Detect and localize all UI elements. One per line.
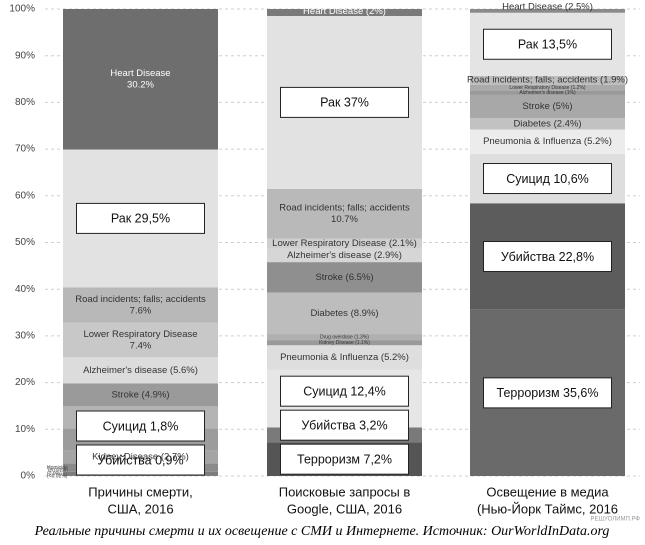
segment-label: Терроризм 35,6% <box>497 386 599 400</box>
label-box <box>280 375 409 407</box>
y-tick-label: 40% <box>15 284 35 295</box>
label-box <box>483 377 612 409</box>
x-tick-label: Причины смерти, <box>88 484 192 499</box>
segment-label: 7.4% <box>130 340 152 351</box>
side-label: Homicide <box>47 465 68 471</box>
segment-label: Alzheimer's disease (2.9%) <box>287 250 402 261</box>
segment-label: 7.6% <box>130 305 152 316</box>
label-box <box>280 409 409 441</box>
y-tick-label: 80% <box>15 97 35 108</box>
label-box <box>76 202 205 234</box>
label-box <box>483 241 612 273</box>
segment-label: Терроризм 7,2% <box>297 452 392 466</box>
label-box <box>280 86 409 118</box>
label-box <box>483 28 612 60</box>
bar-segment <box>63 322 218 358</box>
segment-label: Stroke (4.9%) <box>111 389 169 400</box>
bar-segment <box>267 340 422 346</box>
x-tick-label: (Нью-Йорк Таймс, 2016 <box>477 501 618 516</box>
y-tick-label: 100% <box>9 4 35 15</box>
segment-label: Road incidents; falls; accidents <box>75 294 206 305</box>
bar-segment <box>267 345 422 370</box>
y-tick-label: 90% <box>15 50 35 61</box>
segment-label: Убийства 22,8% <box>501 250 594 264</box>
segment-label: Pneumonia & Influenza (5.2%) <box>280 352 409 363</box>
bar-segment <box>63 357 218 384</box>
bar-segment <box>63 383 218 407</box>
segment-label: Heart Disease <box>110 68 170 79</box>
bar-segment <box>267 292 422 335</box>
bar-segment <box>267 334 422 341</box>
bar-segment <box>470 84 625 91</box>
bar-segment <box>470 90 625 95</box>
x-tick-label: Google, США, 2016 <box>287 501 402 516</box>
bar-segment <box>470 118 625 130</box>
y-tick-label: 60% <box>15 190 35 201</box>
y-tick-label: 50% <box>15 237 35 248</box>
bar-segment <box>470 94 625 119</box>
segment-label: Stroke (6.5%) <box>315 272 373 283</box>
segment-label: Diabetes (8.9%) <box>310 308 378 319</box>
segment-label: Рак 29,5% <box>111 212 170 226</box>
segment-label: 30.2% <box>127 79 154 90</box>
y-tick-label: 20% <box>15 377 35 388</box>
watermark: РЕШУОЛИМП.РФ <box>591 517 641 523</box>
segment-label: Stroke (5%) <box>522 101 572 112</box>
label-box <box>76 410 205 442</box>
label-box <box>483 163 612 195</box>
x-tick-label: Освещение в медиа <box>486 484 609 499</box>
bar-segment <box>470 9 625 13</box>
segment-label: Alzheimer's disease (1%) <box>519 90 576 96</box>
caption: Реальные причины смерти и их освещение с… <box>34 524 610 539</box>
bar-segment <box>63 9 218 150</box>
label-box <box>76 444 205 476</box>
y-tick-label: 30% <box>15 331 35 342</box>
segment-label: Убийства 0,9% <box>97 453 183 467</box>
segment-label: Kidney Disease (2.7%) <box>92 452 189 463</box>
segment-label: Суицид 12,4% <box>303 384 386 398</box>
segment-label: Road incidents; falls; accidents <box>279 203 410 214</box>
bar-segment <box>267 248 422 263</box>
segment-label: Lower Respiratory Disease (2.1%) <box>272 238 417 249</box>
segment-label: Heart Disease (2%) <box>303 6 386 17</box>
segment-label: Drug overdose (1.3%) <box>320 334 369 340</box>
label-box <box>280 443 409 475</box>
segment-label: Рак 37% <box>320 96 369 110</box>
bar-segment <box>470 75 625 85</box>
segment-label: Суицид 10,6% <box>506 172 589 186</box>
segment-label: Суицид 1,8% <box>103 419 179 433</box>
y-tick-label: 0% <box>21 471 36 482</box>
bar-segment <box>267 188 422 239</box>
side-label: (0.9%) <box>47 471 62 477</box>
segment-label: Рак 13,5% <box>518 38 577 52</box>
side-label: (<0.01%) <box>47 473 68 479</box>
bar-segment <box>267 9 422 17</box>
segment-label: Pneumonia & Influenza (5.2%) <box>483 136 612 147</box>
bar-segment <box>470 129 625 154</box>
y-tick-label: 70% <box>15 144 35 155</box>
segment-label: Lower Respiratory Disease <box>83 329 197 340</box>
x-tick-label: США, 2016 <box>107 501 173 516</box>
segment-label: Diabetes (2.4%) <box>513 118 581 129</box>
side-label: Terrorism <box>47 467 68 473</box>
segment-label: Road incidents; falls; accidents (1.9%) <box>467 75 628 86</box>
segment-label: Alzheimer's disease (5.6%) <box>83 365 198 376</box>
y-tick-label: 10% <box>15 424 35 435</box>
segment-label: Убийства 3,2% <box>301 418 387 432</box>
bar-segment <box>267 262 422 293</box>
segment-label: Heart Disease (2.5%) <box>502 1 593 12</box>
segment-label: Lower Respiratory Disease (1.2%) <box>509 85 585 91</box>
segment-label: Kidney Disease (1.1%) <box>319 340 370 346</box>
bar-segment <box>63 287 218 323</box>
bar-segment <box>267 238 422 249</box>
segment-label: 10.7% <box>331 214 358 225</box>
x-tick-label: Поисковые запросы в <box>279 484 411 499</box>
